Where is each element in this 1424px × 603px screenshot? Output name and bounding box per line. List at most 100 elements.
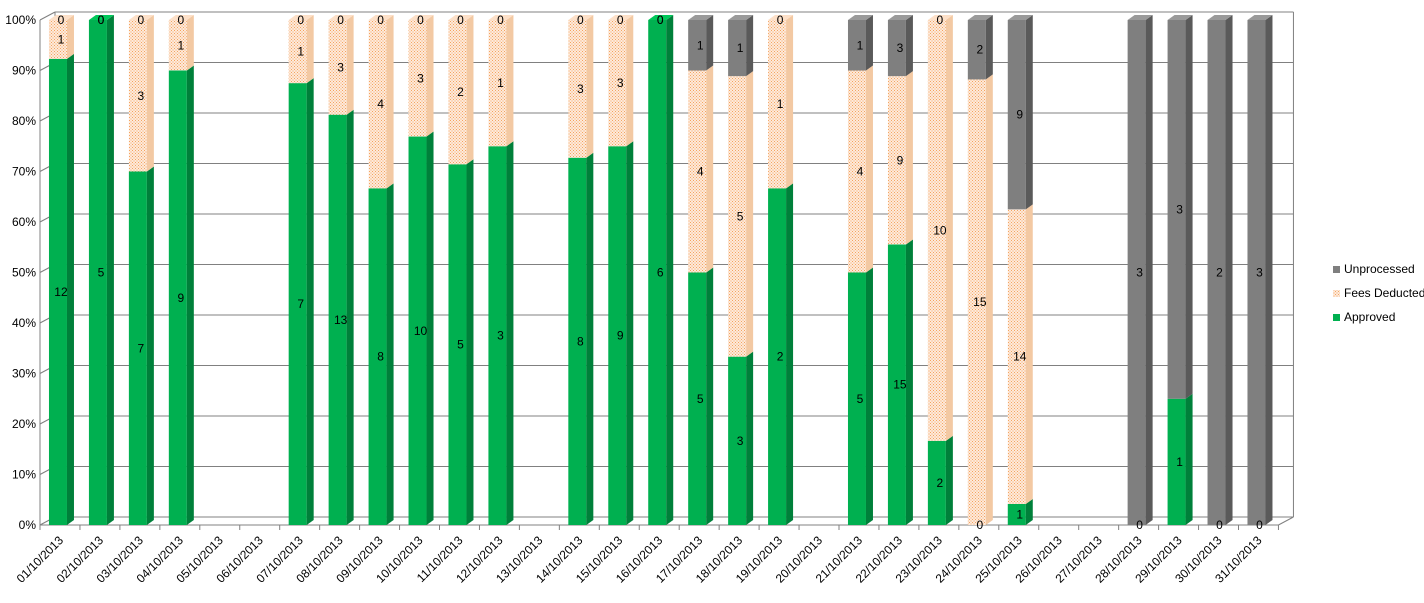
bar-side	[1025, 204, 1033, 504]
bar-side	[466, 159, 474, 526]
bar-segment-unprocessed	[887, 20, 906, 77]
bar-segment-fees-deducted	[887, 76, 906, 245]
bar-segment-approved	[168, 70, 187, 525]
data-label: 1	[697, 38, 704, 52]
bar-segment-approved	[368, 188, 387, 526]
bar-side	[985, 74, 993, 525]
bar-segment-approved	[488, 146, 507, 525]
data-label: 4	[377, 97, 384, 111]
bar-side	[865, 267, 873, 525]
data-label: 9	[1016, 108, 1023, 122]
bar-segment-unprocessed	[1207, 20, 1226, 525]
bar-side	[746, 71, 754, 357]
bar-segment-fees-deducted	[728, 76, 747, 357]
bar-side	[506, 141, 514, 525]
bar-top	[768, 15, 794, 20]
data-label: 7	[297, 297, 304, 311]
data-label: 3	[897, 41, 904, 55]
data-label: 8	[377, 350, 384, 364]
data-label: 1	[1016, 507, 1023, 521]
data-label: 3	[617, 76, 624, 90]
bar-side	[626, 141, 634, 525]
data-label: 9	[177, 291, 184, 305]
data-label: 0	[497, 13, 504, 27]
data-label: 4	[697, 165, 704, 179]
y-tick-label: 80%	[12, 114, 36, 128]
data-label: 0	[976, 518, 983, 532]
bar-segment-unprocessed	[728, 20, 747, 77]
bar-segment-approved	[128, 171, 147, 525]
data-label: 7	[138, 341, 145, 355]
data-label: 3	[1176, 202, 1183, 216]
data-label: 1	[1176, 455, 1183, 469]
bar-top	[728, 15, 754, 20]
floor-right-edge	[1278, 516, 1294, 526]
data-label: 1	[737, 41, 744, 55]
data-label: 0	[617, 13, 624, 27]
bar-side	[66, 15, 74, 59]
legend-label: Fees Deducted	[1344, 286, 1424, 300]
data-label: 15	[973, 295, 987, 309]
bar-top	[328, 15, 354, 20]
y-tick-label: 60%	[12, 215, 36, 229]
bar-side	[905, 71, 913, 245]
bar-segment-fees-deducted	[488, 20, 507, 147]
bar-side	[346, 15, 354, 115]
bar-segment-approved	[847, 272, 866, 525]
legend-swatch	[1333, 314, 1340, 321]
data-label: 9	[617, 329, 624, 343]
data-label: 1	[177, 38, 184, 52]
data-label: 1	[777, 97, 784, 111]
data-label: 3	[1256, 266, 1263, 280]
data-label: 0	[1216, 518, 1223, 532]
data-label: 3	[337, 60, 344, 74]
bar-side	[905, 239, 913, 525]
y-tick-label: 0%	[19, 518, 37, 532]
data-label: 4	[857, 165, 864, 179]
data-label: 0	[177, 13, 184, 27]
bar-segment-unprocessed	[1167, 20, 1186, 399]
data-label: 2	[976, 43, 983, 57]
data-label: 5	[457, 338, 464, 352]
bar-segment-fees-deducted	[168, 20, 187, 71]
data-label: 0	[337, 13, 344, 27]
bar-side	[746, 351, 754, 525]
bar-segment-fees-deducted	[328, 20, 347, 115]
bar-top	[1127, 15, 1153, 20]
bar-side	[786, 15, 794, 189]
bar-side	[746, 15, 754, 77]
data-label: 3	[497, 329, 504, 343]
bar-side	[905, 15, 913, 77]
bar-top	[927, 15, 953, 20]
data-label: 3	[737, 434, 744, 448]
bar-segment-approved	[927, 440, 946, 525]
data-label: 0	[457, 13, 464, 27]
bar-top	[568, 15, 594, 20]
data-label: 2	[457, 85, 464, 99]
bar-top	[1247, 15, 1273, 20]
bar-side	[626, 15, 634, 147]
y-tick-label: 30%	[12, 367, 36, 381]
bar-side	[306, 15, 314, 84]
bar-side	[386, 15, 394, 189]
bar-side	[586, 152, 594, 525]
grid	[39, 11, 1294, 526]
y-tick-label: 70%	[12, 165, 36, 179]
bar-segment-unprocessed	[688, 20, 707, 71]
bar-segment-fees-deducted	[927, 20, 946, 441]
bar-segment-fees-deducted	[568, 20, 587, 158]
bar-segment-approved	[648, 20, 667, 525]
bar-segment-fees-deducted	[1007, 209, 1026, 504]
bar-side	[106, 15, 114, 525]
bar-side	[945, 15, 953, 441]
bars	[48, 15, 1273, 526]
data-label: 0	[657, 13, 664, 27]
bar-segment-approved	[448, 164, 467, 526]
data-labels: 1210500730910710133084010305203108309306…	[54, 13, 1263, 532]
bar-side	[186, 65, 194, 525]
bar-side	[386, 183, 394, 526]
data-label: 2	[937, 476, 944, 490]
data-label: 5	[697, 392, 704, 406]
bar-segment-approved	[568, 157, 587, 525]
data-label: 0	[577, 13, 584, 27]
